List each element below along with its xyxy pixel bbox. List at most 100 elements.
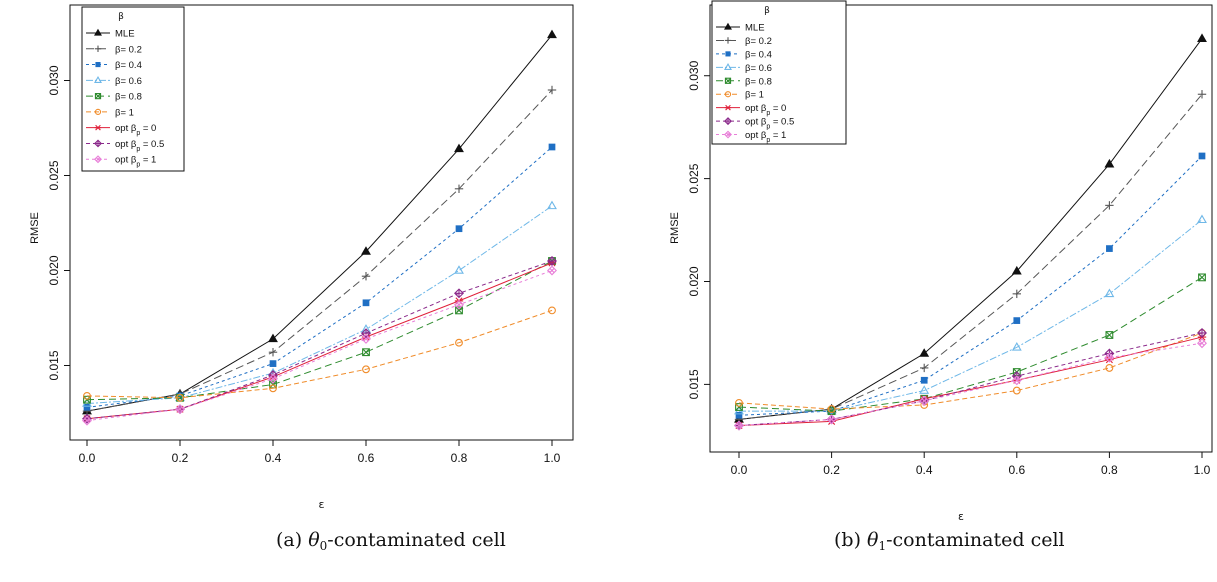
series-2 (735, 152, 1206, 419)
data-point (735, 398, 743, 407)
legend-label: β= 1 (115, 107, 134, 118)
data-point (455, 225, 463, 233)
x-tick-label: 0.0 (79, 451, 96, 465)
data-point (734, 420, 744, 431)
legend-marker (94, 124, 102, 131)
data-point (1011, 375, 1022, 386)
x-tick-label: 0.6 (358, 451, 375, 465)
legend-title: β (764, 6, 770, 16)
legend-item: MLE (86, 29, 135, 40)
x-tick-label: 0.8 (451, 451, 468, 465)
x-axis: 0.0 0.2 0.4 0.6 0.8 1.0 ε (79, 440, 561, 511)
data-point (920, 376, 928, 384)
data-point (1197, 214, 1207, 224)
legend-marker (724, 63, 732, 70)
legend: β MLE β= 0.2 β= 0.4 β= 0.6 β= 0.8 β= 1 opt βp =… (711, 0, 847, 145)
x-tick-label: 0.8 (1101, 463, 1118, 477)
data-point (1104, 288, 1115, 298)
data-point (919, 385, 930, 394)
data-point (1012, 386, 1021, 395)
series-line (738, 332, 1203, 427)
legend-label: β= 0.8 (115, 92, 142, 103)
x-axis-label: ε (319, 498, 325, 511)
legend-label: β= 0.2 (115, 44, 142, 55)
data-point (1011, 342, 1022, 351)
series-3 (82, 200, 557, 407)
legend-item: β= 0.4 (716, 49, 772, 60)
plot-frame (709, 4, 1213, 453)
legend-label: opt βp = 0 (745, 103, 786, 117)
legend-marker (724, 22, 732, 30)
data-point (547, 256, 557, 266)
chart-b: 0.0 0.2 0.4 0.6 0.8 1.0 ε 0.015 0.020 0.025 0.030 R… (669, 0, 1213, 523)
data-point (826, 414, 837, 425)
caption-b: (b) θ1-contaminated cell (834, 529, 1065, 553)
data-point (361, 246, 371, 255)
data-point (547, 265, 557, 276)
legend-item: β= 0.6 (86, 76, 142, 87)
series-4 (735, 273, 1206, 416)
data-point (1105, 331, 1114, 339)
series-7 (734, 327, 1207, 431)
series-6 (734, 333, 1207, 430)
legend-item: β= 1 (716, 90, 764, 101)
caption-b-subscript: 1 (878, 539, 887, 553)
legend-item: β= 0.4 (86, 60, 142, 71)
data-point (1104, 352, 1115, 363)
y-tick-label: 0.020 (47, 255, 61, 285)
series-line (86, 260, 553, 420)
series-3 (734, 214, 1207, 415)
data-point (1105, 364, 1114, 372)
data-point (455, 338, 463, 347)
x-tick-label: 1.0 (544, 451, 561, 465)
x-axis-label: ε (958, 510, 964, 523)
data-point (82, 415, 92, 426)
data-point (547, 85, 557, 95)
legend-label: β= 0.8 (745, 76, 772, 87)
legend-label: β= 1 (745, 90, 764, 101)
data-point (83, 391, 91, 400)
data-point (827, 405, 836, 413)
caption-b-prefix: (b) (834, 529, 868, 551)
series-line (738, 155, 1203, 416)
data-point (1197, 338, 1207, 349)
series-8 (82, 265, 557, 426)
legend-marker (95, 61, 101, 68)
x-tick-label: 0.2 (172, 451, 189, 465)
legend-item: MLE (716, 23, 765, 34)
legend-marker (94, 28, 102, 36)
legend-marker (724, 130, 732, 139)
series-line (86, 270, 553, 422)
data-point (1197, 90, 1207, 99)
legend-marker (724, 104, 732, 111)
data-point (735, 403, 743, 411)
data-point (176, 392, 184, 400)
caption-a-subscript: 0 (319, 539, 328, 553)
legend-marker (724, 91, 732, 98)
data-point (268, 333, 278, 343)
x-tick-label: 0.2 (823, 463, 840, 477)
data-point (83, 403, 91, 411)
data-point (176, 393, 184, 402)
series-4 (83, 257, 556, 404)
x-tick-label: 0.4 (916, 463, 933, 477)
data-point (361, 328, 371, 339)
caption-a-symbol: θ (308, 529, 320, 551)
data-point (919, 348, 930, 357)
legend-label: opt βp = 0 (115, 123, 156, 137)
data-point (454, 265, 464, 274)
data-point (919, 395, 930, 406)
legend-item: β= 0.8 (716, 76, 772, 87)
series-line (86, 309, 553, 399)
y-tick-label: 0.015 (47, 350, 61, 380)
legend-item: β= 0.6 (716, 63, 772, 74)
series-line (738, 276, 1203, 412)
data-point (361, 333, 371, 344)
y-tick-label: 0.015 (687, 369, 701, 399)
legend-marker (725, 51, 731, 57)
legend-item: β= 0.8 (86, 92, 142, 103)
data-point (1197, 33, 1207, 42)
y-tick-label: 0.030 (687, 60, 701, 90)
legend-marker (724, 77, 732, 84)
